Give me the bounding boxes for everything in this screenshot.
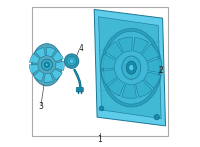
Wedge shape bbox=[101, 54, 116, 69]
Wedge shape bbox=[122, 84, 137, 98]
Wedge shape bbox=[144, 72, 161, 88]
Wedge shape bbox=[44, 73, 53, 82]
Wedge shape bbox=[33, 71, 44, 81]
Ellipse shape bbox=[122, 56, 141, 79]
Ellipse shape bbox=[64, 54, 79, 68]
Polygon shape bbox=[99, 17, 161, 119]
Text: 4: 4 bbox=[79, 44, 84, 53]
Polygon shape bbox=[94, 9, 166, 126]
Ellipse shape bbox=[104, 31, 159, 104]
Ellipse shape bbox=[32, 44, 62, 86]
Wedge shape bbox=[105, 41, 123, 59]
Wedge shape bbox=[51, 69, 62, 80]
Wedge shape bbox=[46, 47, 56, 57]
Wedge shape bbox=[118, 37, 132, 53]
Wedge shape bbox=[101, 70, 117, 85]
Wedge shape bbox=[136, 80, 152, 97]
Ellipse shape bbox=[129, 64, 134, 71]
Circle shape bbox=[46, 64, 48, 66]
Circle shape bbox=[44, 62, 50, 68]
Wedge shape bbox=[147, 58, 162, 73]
Wedge shape bbox=[55, 61, 64, 71]
Wedge shape bbox=[35, 48, 45, 58]
Wedge shape bbox=[142, 44, 160, 61]
FancyBboxPatch shape bbox=[76, 87, 83, 92]
Wedge shape bbox=[30, 54, 40, 64]
Circle shape bbox=[41, 59, 52, 70]
Wedge shape bbox=[108, 78, 125, 96]
Text: 2: 2 bbox=[158, 66, 163, 75]
Wedge shape bbox=[29, 65, 39, 74]
Circle shape bbox=[99, 106, 104, 111]
Ellipse shape bbox=[126, 61, 136, 74]
Wedge shape bbox=[133, 37, 149, 54]
Text: 3: 3 bbox=[39, 102, 43, 111]
Circle shape bbox=[154, 115, 159, 120]
Ellipse shape bbox=[69, 59, 74, 64]
Wedge shape bbox=[52, 51, 63, 62]
Text: 1: 1 bbox=[98, 135, 102, 144]
Ellipse shape bbox=[67, 56, 76, 66]
Ellipse shape bbox=[101, 28, 162, 107]
